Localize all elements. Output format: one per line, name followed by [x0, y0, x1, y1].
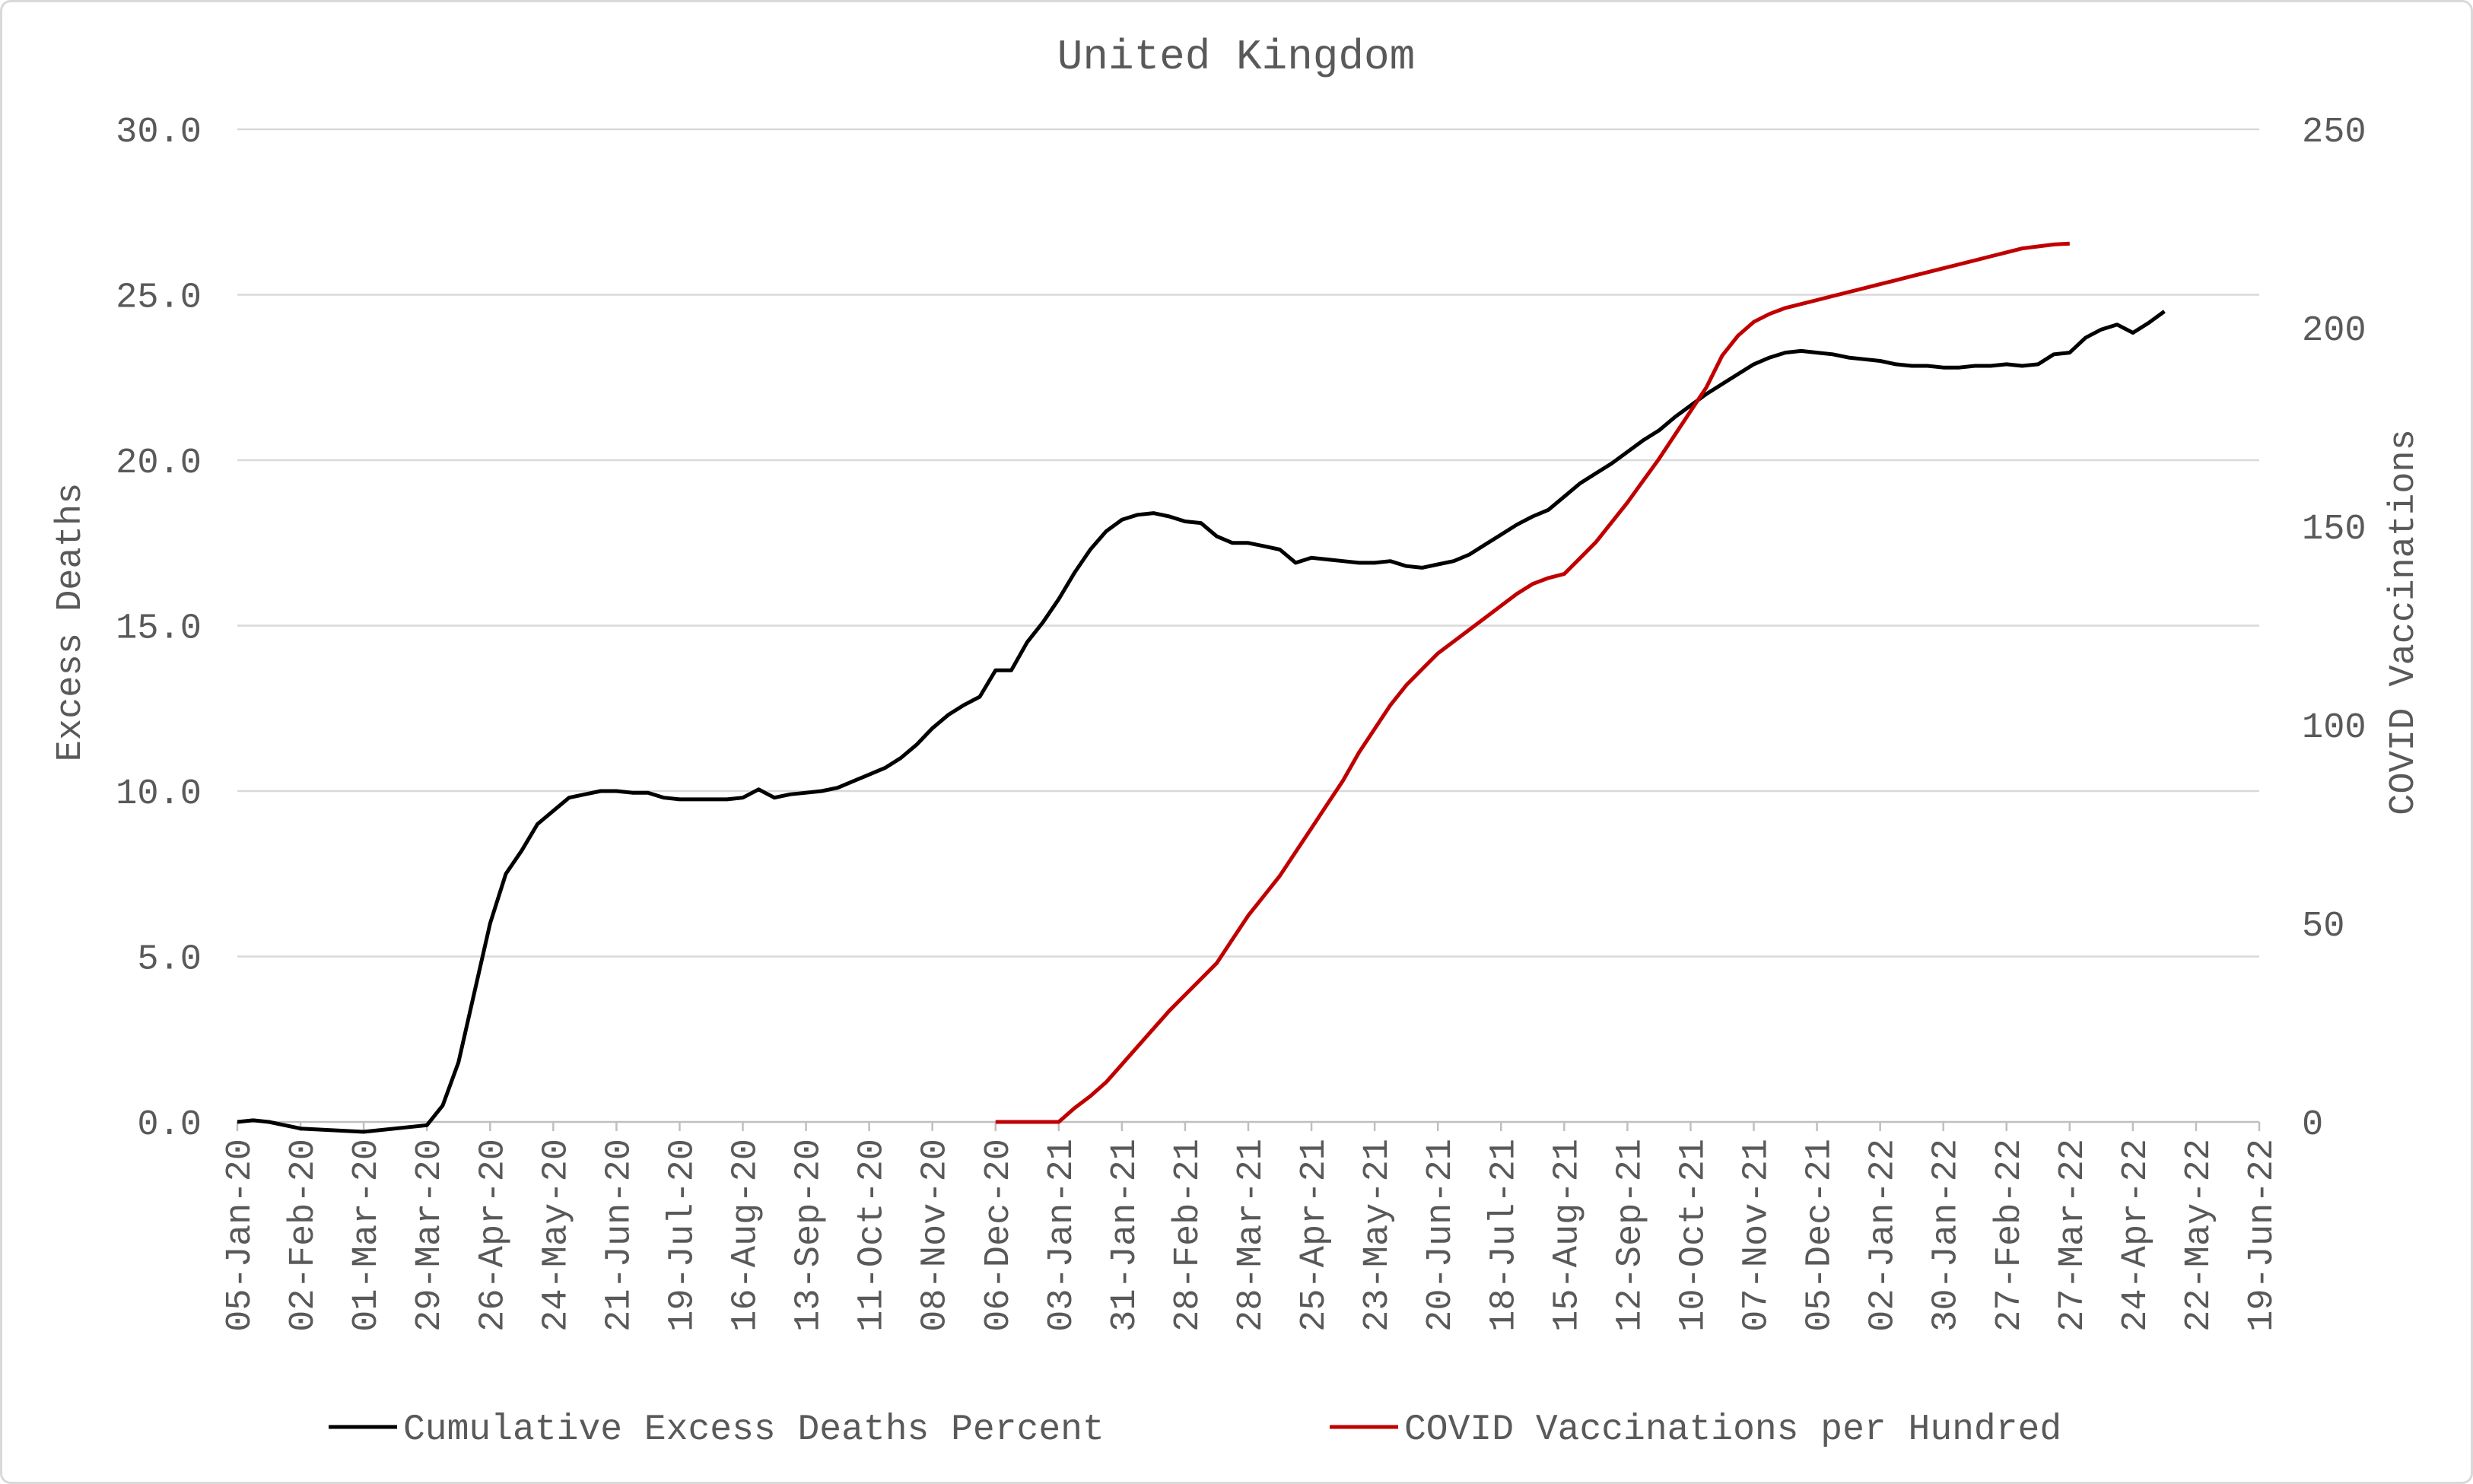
x-tick-label: 26-Apr-20	[473, 1139, 513, 1332]
y-tick-label: 0.0	[137, 1105, 202, 1146]
x-axis-ticks: 05-Jan-20 02-Feb-20 01-Mar-20 29-Mar-20 26-A…	[221, 1122, 2283, 1332]
right-axis-ticks: 0 50 100 150 200 250	[2302, 113, 2367, 1146]
x-tick-label: 28-Mar-21	[1232, 1139, 1272, 1332]
y2-tick-label: 0	[2302, 1105, 2323, 1146]
x-tick-label: 13-Sep-20	[790, 1139, 830, 1332]
y-tick-label: 20.0	[116, 443, 202, 484]
y2-tick-label: 150	[2302, 510, 2367, 550]
series-line-excess-deaths	[237, 310, 2166, 1134]
y-tick-label: 30.0	[116, 113, 202, 153]
x-tick-label: 25-Apr-21	[1295, 1139, 1335, 1332]
chart-title: United Kingdom	[1057, 33, 1415, 81]
x-tick-label: 24-Apr-22	[2116, 1139, 2157, 1332]
x-tick-label: 21-Jun-20	[599, 1139, 640, 1332]
y-tick-label: 25.0	[116, 278, 202, 319]
x-tick-label: 12-Sep-21	[1610, 1139, 1651, 1332]
left-axis-title: Excess Deaths	[51, 483, 91, 762]
x-tick-label: 18-Jul-21	[1484, 1139, 1524, 1332]
x-tick-label: 24-May-20	[536, 1139, 577, 1332]
x-tick-label: 22-May-22	[2179, 1139, 2220, 1332]
x-tick-label: 08-Nov-20	[916, 1139, 956, 1332]
y2-tick-label: 100	[2302, 708, 2367, 748]
series-line-vaccinations	[995, 241, 2070, 1124]
x-tick-label: 11-Oct-20	[853, 1139, 893, 1332]
x-tick-label: 06-Dec-20	[979, 1139, 1019, 1332]
x-tick-label: 20-Jun-21	[1421, 1139, 1461, 1332]
x-tick-label: 05-Jan-20	[221, 1139, 261, 1332]
x-tick-label: 10-Oct-21	[1674, 1139, 1714, 1332]
y-tick-label: 15.0	[116, 609, 202, 650]
x-tick-label: 19-Jun-22	[2243, 1139, 2283, 1332]
x-tick-label: 15-Aug-21	[1547, 1139, 1588, 1332]
x-tick-label: 23-May-21	[1358, 1139, 1398, 1332]
x-tick-label: 19-Jul-20	[663, 1139, 703, 1332]
legend-label-vaccinations: COVID Vaccinations per Hundred	[1404, 1409, 2061, 1451]
legend: Cumulative Excess Deaths Percent COVID V…	[329, 1409, 2061, 1451]
x-tick-label: 31-Jan-21	[1105, 1139, 1146, 1332]
left-axis-ticks: 0.0 5.0 10.0 15.0 20.0 25.0 30.0	[116, 113, 202, 1146]
x-tick-label: 01-Mar-20	[347, 1139, 387, 1332]
x-tick-label: 05-Dec-21	[1801, 1139, 1841, 1332]
x-tick-label: 03-Jan-21	[1042, 1139, 1082, 1332]
x-tick-label: 27-Mar-22	[2053, 1139, 2093, 1332]
y2-tick-label: 250	[2302, 113, 2367, 153]
series-lines	[237, 241, 2166, 1134]
right-axis-title: COVID Vaccinations	[2384, 429, 2424, 815]
y2-tick-label: 50	[2302, 907, 2344, 947]
x-tick-label: 02-Feb-20	[284, 1139, 324, 1332]
legend-label-excess-deaths: Cumulative Excess Deaths Percent	[403, 1409, 1105, 1451]
y-tick-label: 10.0	[116, 774, 202, 815]
x-tick-label: 27-Feb-22	[1990, 1139, 2030, 1332]
gridlines	[237, 128, 2259, 1123]
x-tick-label: 29-Mar-20	[410, 1139, 450, 1332]
x-tick-label: 07-Nov-21	[1737, 1139, 1778, 1332]
x-tick-label: 02-Jan-22	[1864, 1139, 1904, 1332]
y-tick-label: 5.0	[137, 940, 202, 980]
x-tick-label: 28-Feb-21	[1168, 1139, 1209, 1332]
y2-tick-label: 200	[2302, 311, 2367, 351]
x-tick-label: 16-Aug-20	[726, 1139, 767, 1332]
x-tick-label: 30-Jan-22	[1927, 1139, 1967, 1332]
